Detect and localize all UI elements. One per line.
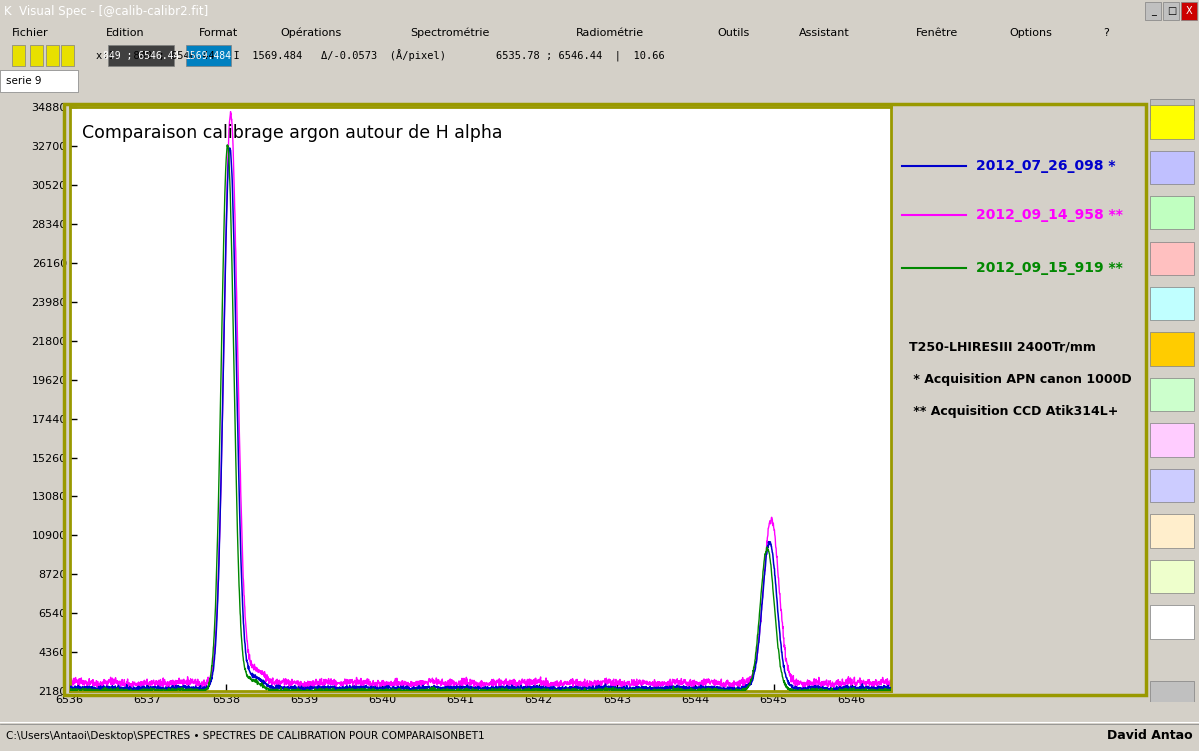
Text: T250-LHIRESIII 2400Tr/mm: T250-LHIRESIII 2400Tr/mm [909, 341, 1096, 354]
FancyBboxPatch shape [1163, 2, 1179, 20]
Bar [1150, 105, 1194, 138]
Point [894, 161, 909, 170]
Text: C:\Users\Antaoi\Desktop\SPECTRES • SPECTRES DE CALIBRATION POUR COMPARAISONBET1: C:\Users\Antaoi\Desktop\SPECTRES • SPECT… [6, 731, 484, 740]
Text: 2012_09_14_958 **: 2012_09_14_958 ** [976, 208, 1122, 222]
Text: Fenêtre: Fenêtre [916, 28, 958, 38]
Text: David Antao: David Antao [1108, 729, 1193, 742]
Bar [1150, 242, 1194, 275]
Bar [1150, 333, 1194, 366]
Text: 2012_09_15_919 **: 2012_09_15_919 ** [976, 261, 1122, 275]
Bar [1150, 605, 1194, 638]
Text: Fichier: Fichier [12, 28, 49, 38]
Text: K  Visual Spec - [@calib-calibr2.fit]: K Visual Spec - [@calib-calibr2.fit] [4, 5, 207, 18]
Text: serie 9: serie 9 [6, 76, 42, 86]
Text: * Acquisition APN canon 1000D: * Acquisition APN canon 1000D [909, 373, 1132, 386]
Text: Radiométrie: Radiométrie [576, 28, 644, 38]
Text: □: □ [1167, 6, 1176, 17]
Bar [1150, 287, 1194, 321]
Bar [61, 45, 74, 67]
Bar [12, 45, 25, 67]
Text: Format: Format [199, 28, 239, 38]
Text: x:1   849 ; 6546.44   I  1569.484   Δ/-0.0573  (Å/pixel)        6535.78 ; 6546.4: x:1 849 ; 6546.44 I 1569.484 Δ/-0.0573 (… [96, 50, 664, 62]
Point [958, 264, 972, 273]
Text: 2012_07_26_098 *: 2012_07_26_098 * [976, 158, 1115, 173]
FancyBboxPatch shape [186, 45, 231, 67]
Bar [1150, 424, 1194, 457]
Text: Outils: Outils [717, 28, 749, 38]
Text: ** Acquisition CCD Atik314L+: ** Acquisition CCD Atik314L+ [909, 405, 1119, 418]
Bar [30, 45, 43, 67]
Text: Assistant: Assistant [799, 28, 849, 38]
Text: 849 ; 6546.44: 849 ; 6546.44 [103, 51, 180, 61]
Bar [1150, 514, 1194, 547]
FancyBboxPatch shape [108, 45, 174, 67]
Text: X: X [1186, 6, 1193, 17]
Text: Edition: Edition [106, 28, 144, 38]
Text: Options: Options [1010, 28, 1053, 38]
Point [894, 211, 909, 220]
Bar [1150, 378, 1194, 412]
FancyBboxPatch shape [1181, 2, 1197, 20]
Text: 1569.484: 1569.484 [185, 51, 233, 61]
Bar [1150, 151, 1194, 184]
Bar [1150, 99, 1194, 120]
Bar [1150, 196, 1194, 230]
Point [894, 264, 909, 273]
Bar [1150, 469, 1194, 502]
Bar [1150, 559, 1194, 593]
Text: _: _ [1151, 6, 1156, 17]
Text: ?: ? [1103, 28, 1109, 38]
Point [958, 211, 972, 220]
Bar [1150, 681, 1194, 702]
Text: Spectrométrie: Spectrométrie [410, 28, 489, 38]
Bar [46, 45, 59, 67]
Text: Comparaison calibrage argon autour de H alpha: Comparaison calibrage argon autour de H … [82, 124, 502, 142]
Text: Opérations: Opérations [281, 28, 342, 38]
FancyBboxPatch shape [0, 71, 78, 92]
Point [958, 161, 972, 170]
FancyBboxPatch shape [1145, 2, 1161, 20]
